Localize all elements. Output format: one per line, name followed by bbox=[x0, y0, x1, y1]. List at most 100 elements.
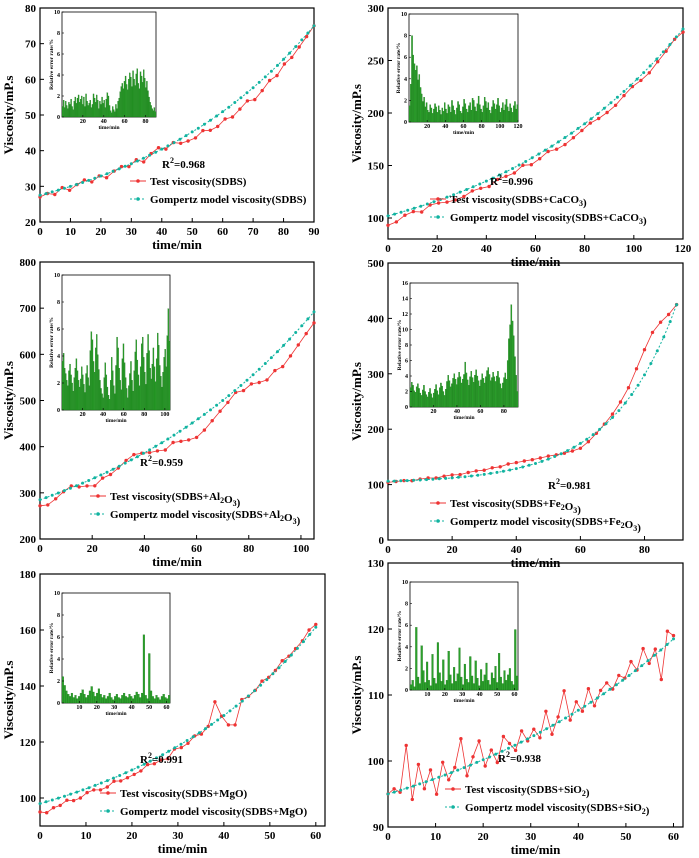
data-point-model bbox=[386, 792, 390, 796]
inset-error-bar bbox=[79, 692, 82, 704]
inset-y-axis-label: Relative error rate/% bbox=[49, 39, 55, 90]
inset-error-bar bbox=[100, 104, 102, 118]
data-point-test bbox=[578, 446, 583, 450]
data-point-model bbox=[530, 156, 534, 160]
data-point-model bbox=[178, 429, 182, 433]
inset-error-bar bbox=[509, 103, 511, 123]
inset-y-tick-label: 6 bbox=[405, 359, 408, 365]
chart-panel-6: 0 10 20 30 40 50 6090100110120130time/minVisco… bbox=[349, 558, 684, 857]
data-point-test bbox=[307, 628, 311, 632]
data-point-test bbox=[653, 647, 657, 651]
inset-y-tick-label: 2 bbox=[405, 390, 408, 396]
data-point-model bbox=[614, 683, 618, 687]
inset-error-bar bbox=[119, 698, 122, 704]
inset-error-bar bbox=[476, 103, 479, 123]
data-point-test bbox=[617, 673, 621, 678]
inset-error-bar bbox=[64, 368, 66, 411]
data-point-test bbox=[273, 368, 277, 373]
inset-error-bar bbox=[131, 380, 133, 411]
inset-y-tick-label: 4 bbox=[405, 645, 408, 651]
data-point-test bbox=[647, 71, 651, 75]
inset-error-bar bbox=[451, 683, 454, 691]
inset-error-bar bbox=[453, 109, 456, 123]
data-point-model bbox=[111, 169, 115, 173]
inset-error-bar bbox=[133, 695, 136, 704]
inset-error-bar bbox=[474, 106, 476, 123]
data-point-model bbox=[623, 401, 627, 405]
data-point-model bbox=[222, 714, 226, 717]
legend-swatch-marker bbox=[436, 501, 440, 505]
data-point-model bbox=[570, 131, 574, 135]
data-point-model bbox=[179, 742, 183, 746]
data-point-test bbox=[538, 456, 542, 460]
y-tick-label: 0 bbox=[379, 535, 385, 547]
inset-error-bar bbox=[97, 354, 99, 411]
data-point-model bbox=[148, 759, 152, 763]
data-point-test bbox=[495, 760, 499, 765]
data-point-model bbox=[87, 479, 91, 482]
inset-y-tick-label: 8 bbox=[404, 34, 407, 40]
legend-swatch-marker bbox=[106, 791, 110, 795]
inset-error-bar bbox=[109, 110, 112, 118]
legend-swatch-marker bbox=[451, 805, 455, 809]
data-point-test bbox=[46, 503, 50, 507]
legend-label-model: Gompertz model viscosity(SDBS+Al2O3) bbox=[110, 509, 301, 527]
data-point-model bbox=[476, 473, 480, 477]
inset-error-bar bbox=[65, 101, 67, 118]
inset-error-bar bbox=[435, 683, 438, 691]
inset-y-tick-label: 10 bbox=[402, 580, 408, 586]
data-point-test bbox=[179, 745, 183, 750]
data-point-model bbox=[659, 648, 663, 652]
data-point-model bbox=[123, 461, 127, 465]
inset-error-bar bbox=[508, 668, 511, 691]
data-point-test bbox=[71, 798, 76, 803]
data-point-test bbox=[108, 472, 113, 477]
inset-y-axis-label: Relative error rate/% bbox=[396, 43, 402, 94]
data-point-model bbox=[87, 786, 91, 790]
inset-y-tick-label: 2 bbox=[57, 381, 60, 387]
data-point-test bbox=[428, 768, 433, 772]
inset-error-bar bbox=[508, 338, 510, 408]
inset-error-bar bbox=[107, 395, 110, 411]
inset-error-bar bbox=[452, 105, 454, 123]
inset-error-bar bbox=[139, 71, 142, 118]
data-point-test bbox=[562, 451, 567, 455]
inset-error-bar bbox=[492, 100, 494, 123]
inset-error-bar bbox=[430, 107, 433, 123]
data-point-model bbox=[166, 437, 170, 441]
inset-error-bar bbox=[116, 336, 118, 411]
data-point-test bbox=[416, 762, 421, 767]
data-point-model bbox=[263, 362, 267, 365]
inset-error-bar bbox=[112, 370, 114, 411]
data-point-model bbox=[221, 399, 225, 402]
inset-error-bar bbox=[487, 367, 489, 408]
inset-error-chart: 20 40 60 80 100 120 0 2 4 6 8 10 time/min Relative er… bbox=[396, 12, 523, 136]
inset-error-bar bbox=[481, 373, 483, 408]
inset-error-bar bbox=[480, 379, 482, 408]
data-point-model bbox=[633, 669, 637, 673]
data-point-test bbox=[403, 213, 407, 217]
series-line-model bbox=[39, 626, 317, 805]
data-point-test bbox=[290, 55, 294, 60]
inset-error-bar bbox=[493, 376, 496, 408]
inset-error-bar bbox=[108, 399, 111, 411]
data-point-model bbox=[215, 114, 219, 118]
inset-error-bar bbox=[99, 694, 102, 704]
data-point-test bbox=[38, 810, 42, 814]
data-point-model bbox=[191, 735, 195, 739]
data-point-test bbox=[650, 330, 655, 335]
inset-error-bar bbox=[473, 100, 475, 123]
data-point-model bbox=[62, 489, 66, 493]
inset-error-bar bbox=[147, 90, 149, 118]
inset-error-bar bbox=[453, 667, 456, 691]
data-point-model bbox=[276, 63, 279, 67]
data-point-test bbox=[512, 171, 517, 175]
inset-x-axis-label: time/min bbox=[105, 418, 126, 424]
data-point-model bbox=[184, 425, 188, 429]
legend-label-model: Gompertz model viscosity(SDBS+SiO2) bbox=[465, 802, 650, 817]
inset-error-bar bbox=[439, 109, 441, 123]
data-point-test bbox=[532, 727, 536, 731]
data-point-model bbox=[81, 181, 85, 184]
inset-error-bar bbox=[133, 79, 135, 118]
data-point-model bbox=[445, 195, 449, 199]
